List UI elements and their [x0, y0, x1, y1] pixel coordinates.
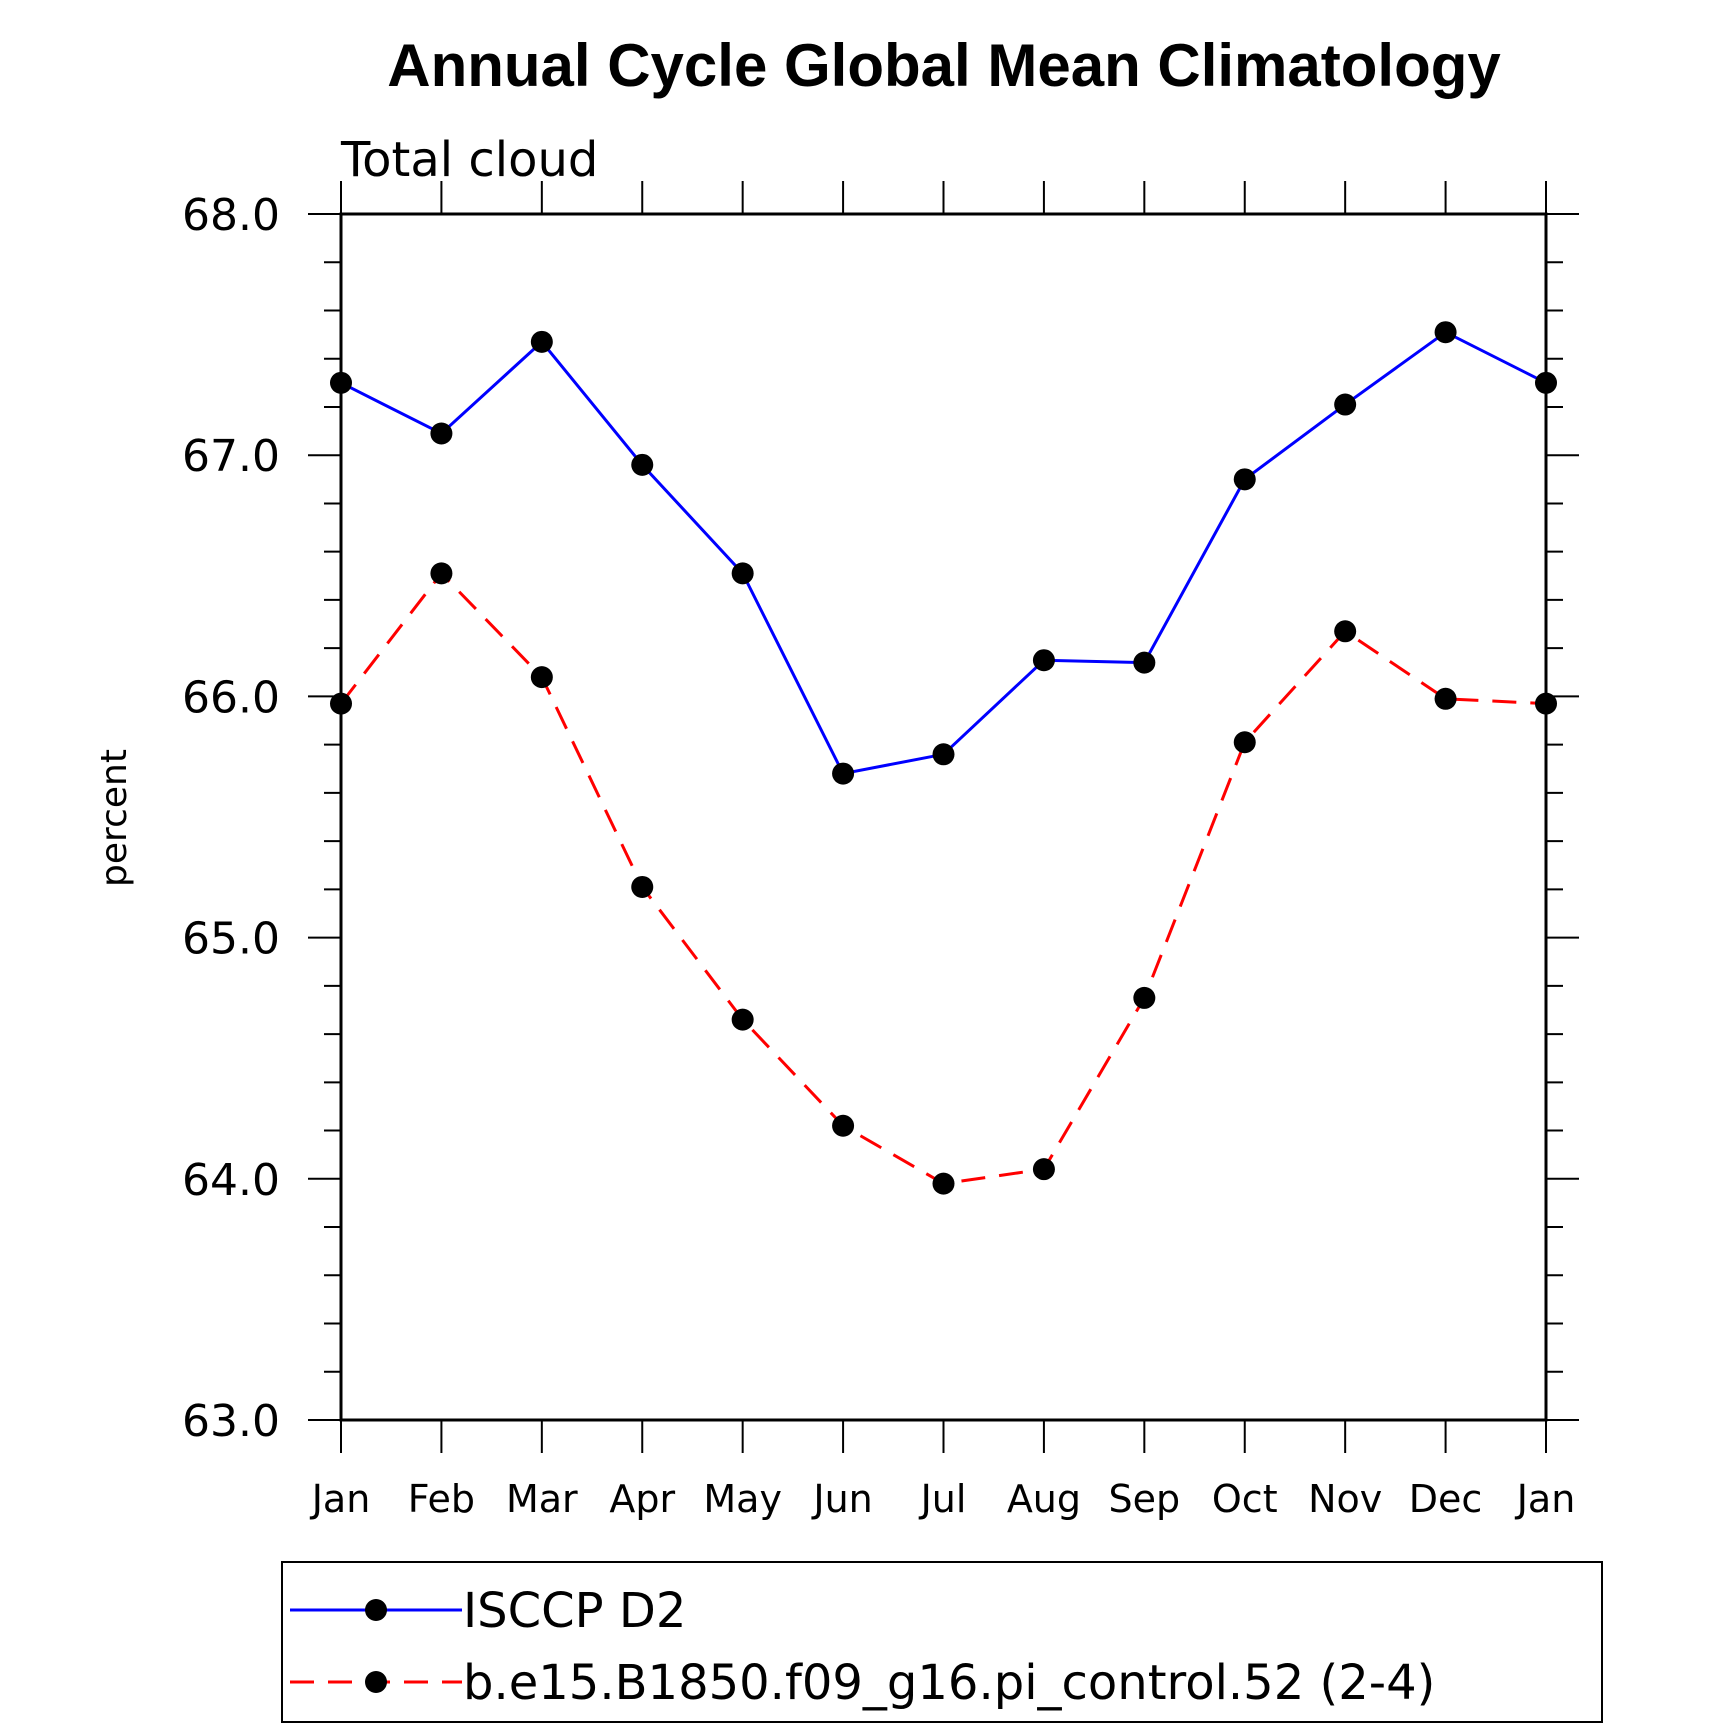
y-tick-label: 63.0 [182, 1396, 280, 1447]
series-line-2 [339, 571, 1547, 1186]
x-tick-label: Nov [1308, 1477, 1382, 1521]
y-tick-label: 68.0 [182, 190, 280, 241]
data-point [1133, 986, 1156, 1009]
legend-label-1: ISCCP D2 [463, 1583, 686, 1639]
y-tick-label: 67.0 [182, 431, 280, 482]
data-point [1535, 692, 1557, 715]
data-point [1334, 393, 1357, 416]
chart-title: Annual Cycle Global Mean Climatology [387, 32, 1501, 99]
x-tick-label: Mar [506, 1477, 578, 1521]
data-point [932, 743, 955, 766]
y-tick-label: 66.0 [182, 672, 280, 723]
plot-frame [339, 212, 1548, 1422]
data-point [1434, 321, 1457, 344]
data-point [430, 562, 453, 585]
data-point [330, 371, 352, 394]
data-point [731, 1008, 754, 1031]
legend: ISCCP D2 b.e15.B1850.f09_g16.pi_control.5… [290, 1583, 1435, 1711]
data-point [631, 875, 654, 898]
series-line-1 [340, 330, 1547, 776]
y-tick-label: 64.0 [182, 1155, 280, 1206]
data-point [1535, 371, 1557, 394]
data-point [1233, 731, 1256, 754]
data-point [1334, 620, 1357, 643]
x-tick-label: Aug [1007, 1477, 1081, 1521]
y-axis-label: percent [94, 749, 135, 887]
axes: 63.0 64.0 65.0 66.0 67.0 68.0 Jan Feb Mar Apr May J… [182, 181, 1579, 1521]
data-point [330, 692, 352, 715]
series-layer [330, 321, 1557, 1195]
x-tick-label: Dec [1409, 1477, 1483, 1521]
data-point [1032, 649, 1055, 672]
x-tick-label: Jul [919, 1477, 967, 1521]
data-point [1032, 1158, 1055, 1181]
data-point [1133, 651, 1156, 674]
x-tick-label: May [703, 1477, 782, 1521]
data-point [1233, 468, 1256, 491]
data-point [1434, 687, 1457, 710]
data-point [530, 330, 553, 353]
data-point [430, 422, 453, 445]
x-tick-label: Jun [811, 1477, 872, 1521]
chart-subtitle: Total cloud [340, 132, 598, 188]
legend-label-2: b.e15.B1850.f09_g16.pi_control.52 (2-4) [463, 1655, 1435, 1711]
legend-marker-1 [365, 1599, 387, 1621]
data-point [932, 1172, 955, 1195]
data-point [832, 1114, 855, 1137]
data-point [530, 666, 553, 689]
legend-box [281, 1561, 1603, 1723]
x-tick-label: Feb [408, 1477, 475, 1521]
legend-marker-2 [365, 1671, 387, 1693]
x-tick-label: Oct [1212, 1477, 1278, 1521]
x-tick-label: Jan [1515, 1477, 1576, 1521]
x-tick-label: Sep [1109, 1477, 1181, 1521]
data-point [631, 453, 654, 476]
data-point [731, 562, 754, 585]
y-tick-label: 65.0 [182, 914, 280, 965]
x-tick-label: Jan [310, 1477, 371, 1521]
data-point [832, 762, 855, 785]
x-tick-label: Apr [609, 1477, 675, 1521]
